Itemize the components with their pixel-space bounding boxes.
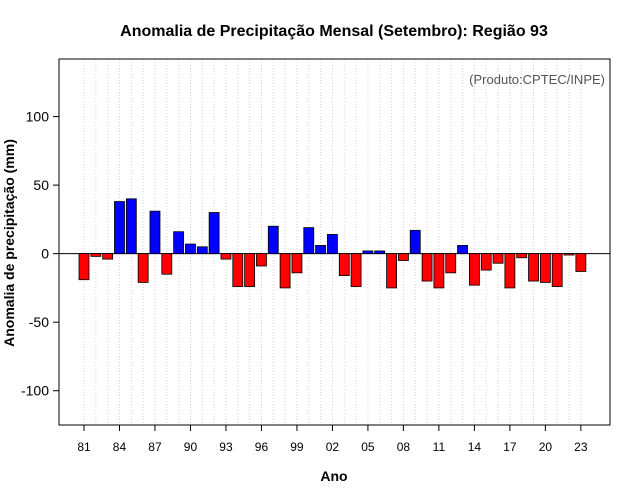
x-axis: 81 84 87 90 93 96 99 02 05 08 11 14 17 20 23 xyxy=(77,425,588,454)
bar-2008 xyxy=(398,253,409,261)
bar-2003 xyxy=(338,253,350,276)
bar-1993 xyxy=(220,253,232,260)
bar-2017 xyxy=(504,253,516,289)
bar-1988 xyxy=(161,253,173,275)
bar-2006 xyxy=(374,250,386,255)
bar-2001 xyxy=(315,245,327,255)
bar-2011 xyxy=(433,253,445,289)
bar-1986 xyxy=(137,253,149,283)
y-tick-label: -50 xyxy=(29,314,49,330)
bars xyxy=(78,198,587,289)
bar-2007 xyxy=(386,253,397,289)
bar-1984 xyxy=(114,201,125,255)
x-tick-label: 08 xyxy=(397,440,411,454)
x-tick-label: 84 xyxy=(113,440,127,454)
x-tick-label: 20 xyxy=(539,440,553,454)
y-tick-label: 100 xyxy=(26,109,50,125)
bar-1981 xyxy=(78,253,90,281)
bar-2022 xyxy=(563,253,575,256)
y-tick-label: -100 xyxy=(21,383,49,399)
chart-title: Anomalia de Precipitação Mensal (Setembr… xyxy=(120,23,548,40)
bar-2020 xyxy=(539,253,551,283)
plot-frame xyxy=(58,58,611,426)
bar-1991 xyxy=(196,246,208,255)
x-tick-label: 99 xyxy=(290,440,304,454)
source-annotation: (Produto:CPTEC/INPE) xyxy=(469,72,605,87)
bar-2002 xyxy=(327,234,338,255)
x-tick-label: 02 xyxy=(326,440,340,454)
bar-1998 xyxy=(279,253,291,289)
x-tick-label: 11 xyxy=(433,440,446,454)
bar-1990 xyxy=(185,243,196,255)
bar-2015 xyxy=(480,253,492,271)
bar-1983 xyxy=(102,253,114,260)
x-axis-label: Ano xyxy=(320,468,347,484)
bar-1995 xyxy=(244,253,256,287)
bar-2018 xyxy=(516,253,528,259)
bar-2009 xyxy=(409,229,421,255)
x-tick-label: 81 xyxy=(77,440,91,454)
bar-2021 xyxy=(551,253,563,287)
x-tick-label: 96 xyxy=(255,440,269,454)
bar-1997 xyxy=(267,225,279,255)
y-axis-label: Anomalia de precipitação (mm) xyxy=(1,139,17,347)
x-tick-label: 90 xyxy=(184,440,198,454)
bar-1992 xyxy=(208,212,220,255)
bar-2014 xyxy=(468,253,480,286)
bar-2000 xyxy=(303,227,315,255)
y-axis: -100 -50 0 50 100 xyxy=(21,109,59,399)
y-tick-label: 0 xyxy=(41,246,49,262)
bar-2016 xyxy=(492,253,504,264)
bar-1982 xyxy=(90,253,102,257)
bar-1987 xyxy=(149,210,161,255)
bar-1989 xyxy=(173,231,185,255)
x-tick-label: 87 xyxy=(148,440,162,454)
bar-1994 xyxy=(232,253,244,287)
x-tick-label: 05 xyxy=(361,440,375,454)
y-tick-label: 50 xyxy=(33,177,49,193)
bar-2019 xyxy=(528,253,539,282)
bar-1985 xyxy=(125,198,137,255)
bar-2010 xyxy=(421,253,433,282)
bar-2005 xyxy=(362,250,374,255)
bar-2012 xyxy=(445,253,457,274)
bar-1996 xyxy=(256,253,267,267)
x-tick-label: 14 xyxy=(468,440,482,454)
x-tick-label: 17 xyxy=(503,440,517,454)
bar-1999 xyxy=(291,253,303,274)
bar-2013 xyxy=(457,245,468,255)
bar-2004 xyxy=(350,253,362,287)
bar-2023 xyxy=(575,253,587,272)
x-tick-label: 23 xyxy=(574,440,588,454)
x-tick-label: 93 xyxy=(219,440,233,454)
